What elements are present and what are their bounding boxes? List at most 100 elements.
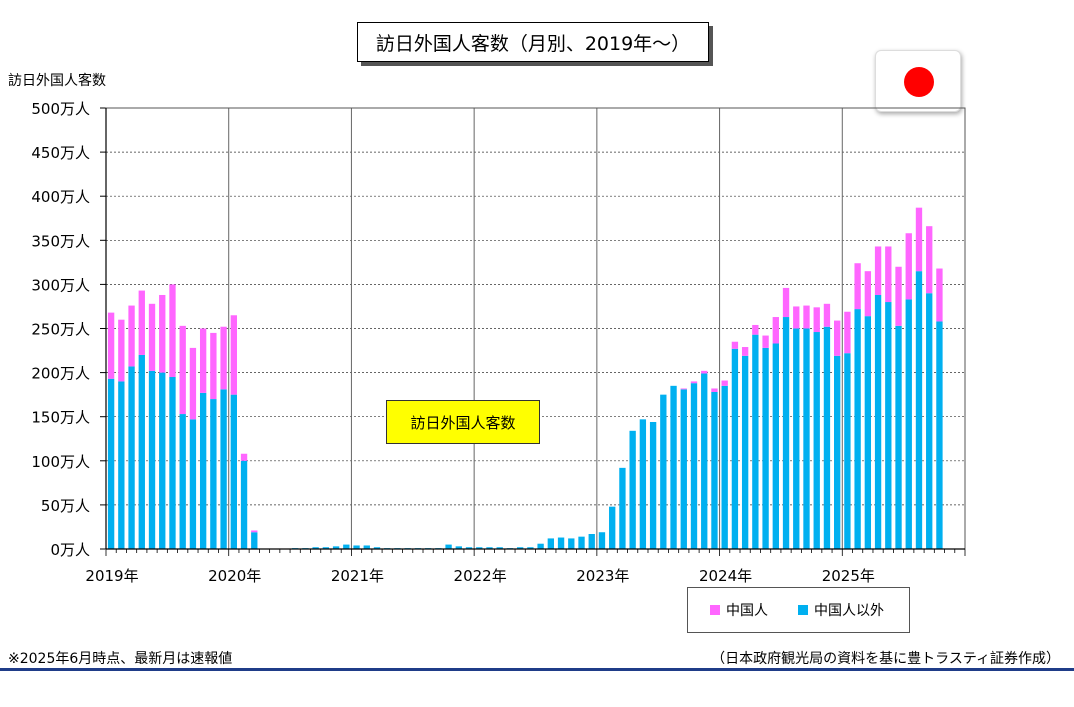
bar-china <box>179 325 186 415</box>
bar-china <box>834 320 841 356</box>
y-tick-label: 50万人 <box>41 497 90 515</box>
bar-non-china <box>353 545 360 549</box>
bar-non-china <box>373 547 381 549</box>
source-note: （日本政府観光局の資料を基に豊トラスティ証券作成） <box>711 651 1060 667</box>
bar-non-china <box>629 430 636 549</box>
bar-china <box>895 266 902 326</box>
y-tick-label: 250万人 <box>31 321 90 339</box>
bar-china <box>793 306 800 329</box>
bar-china <box>762 335 769 348</box>
footnote: ※2025年6月時点、最新月は速報値 <box>8 651 233 667</box>
japan-flag-icon <box>875 50 961 112</box>
legend-item-china: 中国人 <box>710 600 768 620</box>
bar-non-china <box>588 534 595 549</box>
bar-non-china <box>578 536 585 549</box>
flag-red-disc <box>904 67 934 97</box>
bar-non-china <box>240 460 248 549</box>
bar-non-china <box>823 326 831 549</box>
bar-china <box>230 315 237 395</box>
y-tick-label: 350万人 <box>31 232 90 250</box>
bar-china <box>210 332 217 400</box>
bar-china <box>148 303 156 371</box>
bar-non-china <box>936 321 943 549</box>
bar-non-china <box>915 271 923 549</box>
bar-china <box>680 388 687 390</box>
bar-china <box>220 326 227 390</box>
bar-non-china <box>670 385 677 549</box>
bar-non-china <box>660 394 667 549</box>
bottom-rule <box>0 668 1074 671</box>
y-tick-label: 200万人 <box>31 365 90 383</box>
bar-china <box>864 271 872 317</box>
bar-non-china <box>476 547 483 549</box>
x-tick-label: 2020年 <box>208 567 261 585</box>
bar-china <box>905 233 912 300</box>
bar-china <box>782 287 790 318</box>
bar-non-china <box>445 544 452 549</box>
bar-non-china <box>782 317 790 549</box>
bar-china <box>240 453 248 461</box>
bar-china <box>169 284 176 378</box>
y-tick-label: 0万人 <box>50 541 90 559</box>
bar-china <box>711 388 718 393</box>
x-tick-label: 2021年 <box>331 567 384 585</box>
bar-non-china <box>649 421 657 549</box>
bar-non-china <box>465 547 473 549</box>
bar-non-china <box>721 385 728 549</box>
bar-non-china <box>701 373 708 549</box>
bar-china <box>854 263 861 310</box>
bar-non-china <box>680 389 687 549</box>
bar-non-china <box>343 544 350 549</box>
bar-non-china <box>220 389 227 549</box>
bar-non-china <box>230 394 237 549</box>
bar-non-china <box>772 343 779 549</box>
bar-chart: 0万人 50万人 100万人 150万人 200万人 250万人 300万人 350万人 400… <box>31 100 966 585</box>
x-tick-label: 2024年 <box>699 567 752 585</box>
bar-non-china <box>107 378 115 549</box>
y-tick-label: 150万人 <box>31 409 90 427</box>
bar-non-china <box>926 293 933 549</box>
bar-non-china <box>148 370 156 549</box>
bar-non-china <box>557 537 565 549</box>
bar-non-china <box>752 334 759 549</box>
bar-china <box>189 347 197 420</box>
bar-non-china <box>527 547 534 549</box>
bar-china <box>107 312 115 379</box>
bar-china <box>772 317 779 344</box>
bar-china <box>138 290 145 355</box>
bar-non-china <box>486 547 493 549</box>
bar-non-china <box>762 347 769 549</box>
y-axis-unit-label: 訪日外国人客数 <box>8 73 106 89</box>
bar-china <box>874 246 882 295</box>
x-tick-label: 2022年 <box>454 567 507 585</box>
legend-item-non-china: 中国人以外 <box>798 600 884 620</box>
bar-non-china <box>547 538 555 549</box>
bar-non-china <box>496 547 503 549</box>
bar-non-china <box>598 532 606 549</box>
bar-china <box>844 311 851 354</box>
bar-china <box>752 324 759 335</box>
legend-swatch-non-china <box>798 605 808 615</box>
bar-non-china <box>128 366 135 549</box>
bar-non-china <box>516 547 524 549</box>
bar-non-china <box>251 532 258 549</box>
y-tick-label: 500万人 <box>31 100 90 118</box>
bar-china <box>159 294 166 373</box>
bar-non-china <box>138 354 145 549</box>
x-tick-label: 2025年 <box>822 567 875 585</box>
bar-non-china <box>905 299 912 549</box>
bar-non-china <box>199 392 207 549</box>
bar-non-china <box>793 328 800 549</box>
bar-non-china <box>189 419 197 549</box>
x-tick-label: 2019年 <box>85 567 138 585</box>
bar-non-china <box>690 383 698 549</box>
bar-non-china <box>874 294 882 549</box>
bar-china <box>885 246 892 303</box>
bar-china <box>128 305 135 367</box>
bar-non-china <box>455 546 462 549</box>
x-tick-label: 2023年 <box>576 567 629 585</box>
bar-non-china <box>854 309 861 549</box>
legend-swatch-china <box>710 605 720 615</box>
bar-china <box>701 370 708 374</box>
bar-china <box>690 381 698 384</box>
